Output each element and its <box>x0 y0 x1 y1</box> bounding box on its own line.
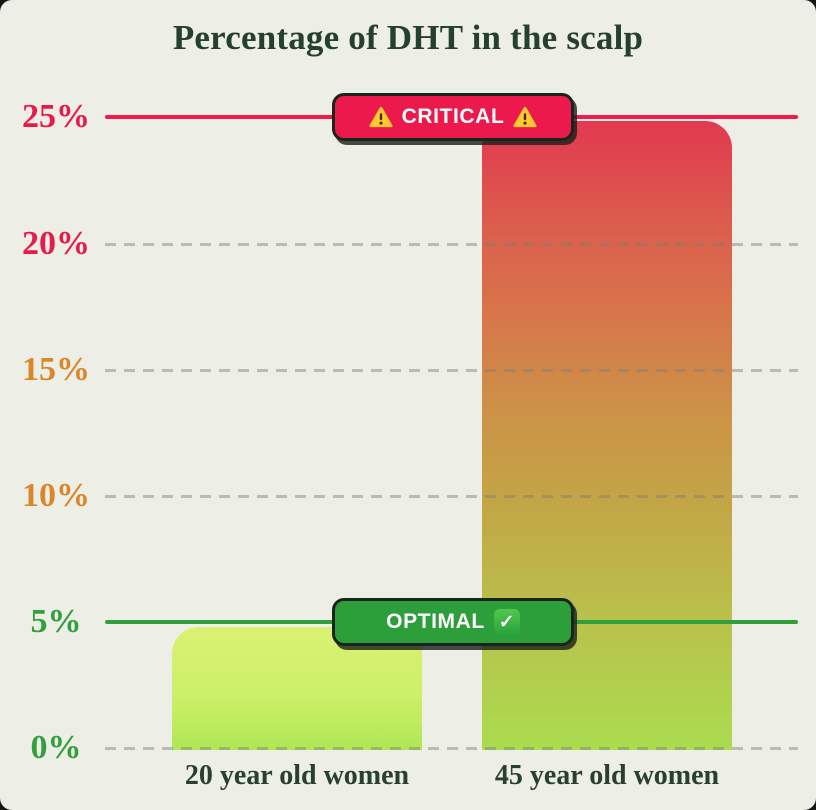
gridline-20 <box>105 243 798 246</box>
ytick-5: 5% <box>30 603 82 640</box>
ytick-25: 25% <box>22 98 90 135</box>
chart-title: Percentage of DHT in the scalp <box>172 18 644 57</box>
bar-20-year-old-women <box>172 627 422 750</box>
ytick-15: 15% <box>22 351 90 388</box>
gridline-15 <box>105 369 798 372</box>
warning-icon <box>369 106 393 128</box>
ytick-10: 10% <box>22 477 90 514</box>
ytick-20: 20% <box>22 225 90 262</box>
xlabel-45-year-old-women: 45 year old women <box>494 760 720 791</box>
critical-badge-label: CRITICAL <box>401 105 505 128</box>
optimal-badge-label: OPTIMAL <box>386 610 485 633</box>
bar-45-year-old-women <box>482 121 732 750</box>
gridline-0 <box>105 747 798 750</box>
gridline-10 <box>105 495 798 498</box>
ytick-0: 0% <box>30 729 82 766</box>
optimal-badge: OPTIMAL ✓ <box>332 598 574 646</box>
warning-icon <box>513 106 537 128</box>
xlabel-20-year-old-women: 20 year old women <box>184 760 410 791</box>
checkmark-icon: ✓ <box>493 609 520 635</box>
critical-badge: CRITICAL <box>332 93 574 141</box>
